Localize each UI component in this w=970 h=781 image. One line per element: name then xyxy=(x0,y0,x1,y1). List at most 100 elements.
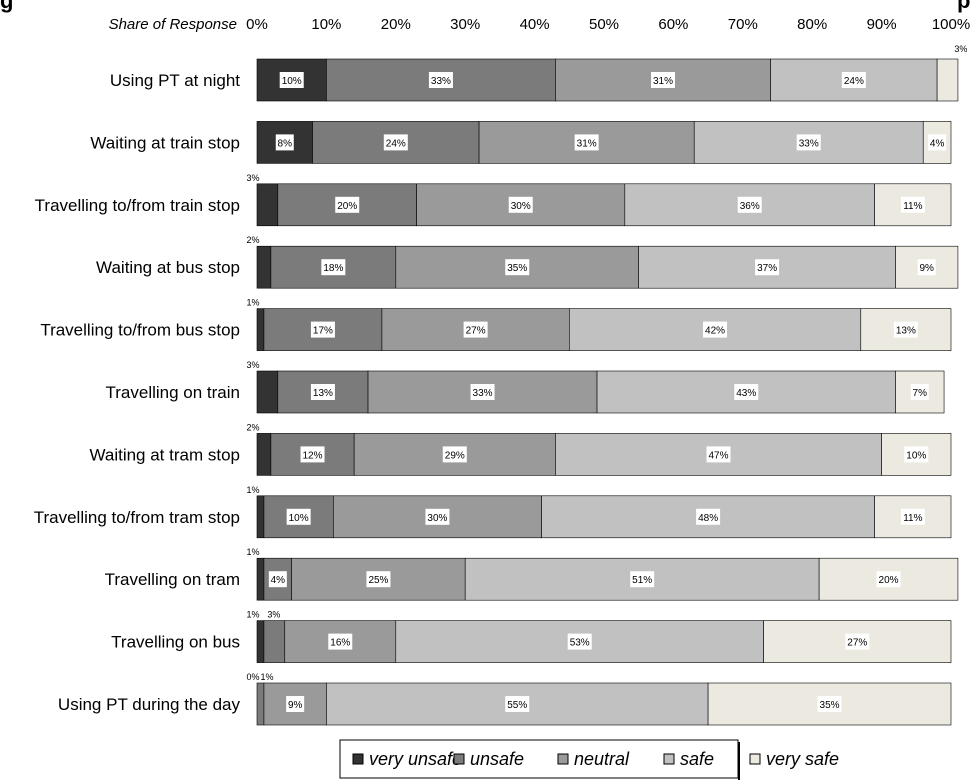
data-label: 17% xyxy=(313,326,333,337)
data-label: 1% xyxy=(260,672,273,682)
data-label: 13% xyxy=(313,388,333,399)
data-label: 10% xyxy=(282,76,302,87)
data-label: 12% xyxy=(303,450,323,461)
data-label: 1% xyxy=(246,547,259,557)
bar-segment-unsafe xyxy=(256,682,265,726)
data-label: 10% xyxy=(906,450,926,461)
data-label: 35% xyxy=(507,263,527,274)
data-label: 24% xyxy=(386,138,406,149)
data-label-box xyxy=(286,508,311,525)
data-label: 43% xyxy=(736,388,756,399)
bars-group: 10% 33% 31% 24% 3% 8% 24% 31% 33% 4% 3% 20% 30% 36% 11… xyxy=(246,44,967,726)
data-label-box xyxy=(650,72,675,88)
chart-title-start: g xyxy=(0,0,13,13)
bar-segment-very-unsafe xyxy=(256,245,272,289)
data-label: 27% xyxy=(466,326,486,337)
bar-segment-very-unsafe xyxy=(256,183,279,227)
data-label-box xyxy=(876,571,901,588)
data-label: 11% xyxy=(903,513,922,524)
data-label-box xyxy=(696,508,721,525)
data-label: 1% xyxy=(246,298,259,308)
data-label: 2% xyxy=(246,235,259,245)
data-label-box xyxy=(463,321,488,338)
x-tick-label: 50% xyxy=(589,16,619,33)
data-label-box xyxy=(328,633,353,650)
data-label: 31% xyxy=(653,76,673,87)
category-label: Travelling to/from tram stop xyxy=(34,508,240,527)
category-label: Using PT at night xyxy=(110,71,240,90)
data-label: 48% xyxy=(698,513,718,524)
data-label-box xyxy=(567,633,592,650)
data-label: 37% xyxy=(757,263,777,274)
bar-segment-unsafe xyxy=(263,620,286,663)
data-label-box xyxy=(366,571,391,588)
data-label: 1% xyxy=(246,485,259,495)
data-label: 33% xyxy=(431,76,451,87)
bar-segment-very-unsafe xyxy=(256,370,279,414)
data-label: 20% xyxy=(879,575,899,586)
data-label: 9% xyxy=(919,263,934,274)
data-label-box xyxy=(904,446,929,463)
legend-label: very unsafe xyxy=(369,749,462,769)
data-label: 51% xyxy=(632,575,652,586)
data-label: 3% xyxy=(954,44,967,54)
category-labels: Using PT at night Waiting at train stop Tr… xyxy=(34,71,241,714)
data-label-box xyxy=(505,259,530,276)
bar-segment-very-unsafe xyxy=(256,495,265,539)
data-label-box xyxy=(279,72,304,88)
data-label-box xyxy=(706,446,731,463)
data-label-box xyxy=(442,446,467,463)
category-label: Travelling on bus xyxy=(111,633,240,652)
data-label-box xyxy=(817,696,842,712)
data-label-box xyxy=(574,134,599,151)
data-label: 31% xyxy=(577,138,597,149)
x-tick-label: 30% xyxy=(450,16,480,33)
data-label: 1% xyxy=(246,610,259,620)
data-label: 55% xyxy=(507,700,527,711)
data-label-box xyxy=(310,321,335,338)
bar-segment-very-unsafe xyxy=(256,557,265,601)
data-label-box xyxy=(470,384,495,400)
x-tick-label: 40% xyxy=(520,16,550,33)
x-tick-label: 80% xyxy=(797,16,827,33)
data-label: 8% xyxy=(278,138,293,149)
data-label: 25% xyxy=(368,575,388,586)
bar-segment-very-safe xyxy=(895,370,945,414)
data-label: 9% xyxy=(288,700,303,711)
data-label-box xyxy=(917,259,936,276)
data-label: 35% xyxy=(820,700,840,711)
bar-segment-very-safe xyxy=(936,58,959,102)
data-label-box xyxy=(310,384,335,400)
bar-segment-very-unsafe xyxy=(256,620,265,663)
data-label: 3% xyxy=(267,610,280,620)
data-label-box xyxy=(737,196,762,213)
category-label: Using PT during the day xyxy=(58,695,241,714)
legend-swatch-unsafe xyxy=(453,753,465,765)
category-label: Travelling on tram xyxy=(105,570,240,589)
data-label: 53% xyxy=(570,638,590,649)
data-label: 27% xyxy=(847,638,867,649)
data-label-box xyxy=(893,321,918,338)
data-label: 24% xyxy=(844,76,864,87)
data-label: 47% xyxy=(709,450,729,461)
bar-segment-safe xyxy=(624,183,875,227)
legend-label: neutral xyxy=(574,749,630,769)
data-label: 29% xyxy=(445,450,465,461)
x-axis-ticks: 0% 10% 20% 30% 40% 50% 60% 70% 80% 90% 100% xyxy=(246,16,970,33)
category-label: Waiting at train stop xyxy=(90,133,240,152)
data-label: 33% xyxy=(799,138,819,149)
x-tick-label: 100% xyxy=(932,16,970,33)
x-tick-label: 60% xyxy=(658,16,688,33)
bar-segment-very-unsafe xyxy=(256,433,272,476)
category-label: Travelling to/from bus stop xyxy=(40,321,240,340)
legend-swatch-neutral xyxy=(557,753,569,765)
bar-segment-unsafe xyxy=(326,58,556,102)
legend-label: very safe xyxy=(766,749,839,769)
category-label: Travelling to/from train stop xyxy=(35,196,240,215)
data-label-box xyxy=(841,72,866,88)
data-label: 4% xyxy=(271,575,286,586)
data-label-box xyxy=(428,72,453,88)
data-label-box xyxy=(286,696,305,712)
data-label: 10% xyxy=(289,513,309,524)
